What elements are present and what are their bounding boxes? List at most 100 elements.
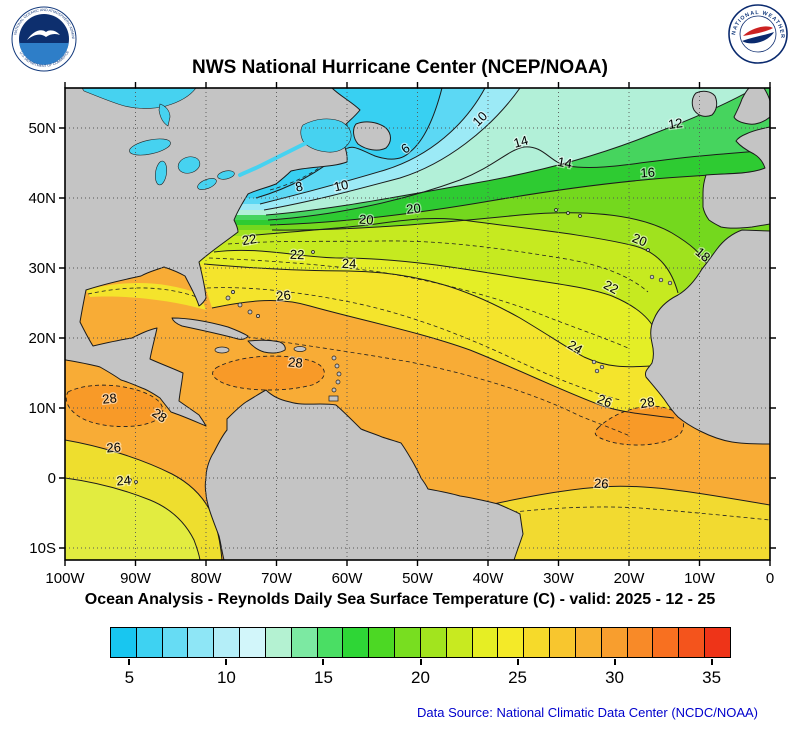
contour-label: 24	[342, 256, 357, 271]
island-bermuda	[311, 250, 315, 254]
land-south-america	[204, 389, 524, 560]
colorbar-tickmark	[710, 659, 713, 665]
colorbar-segment	[343, 628, 370, 657]
map-body: 6 8 10 10 12 14 14 16 18 20 20 20 22 22 …	[65, 88, 770, 560]
island-antilles	[331, 355, 337, 361]
colorbar-segment	[162, 628, 189, 657]
noaa-seal-icon: NATIONAL OCEANIC AND ATMOSPHERIC ADMINIS…	[11, 6, 77, 72]
isotherm-line-12	[265, 88, 756, 216]
island-antilles	[331, 387, 337, 393]
island-canaries	[658, 277, 664, 283]
lon-axis: 100W 90W 80W 70W 60W 50W 40W 30W 20W 10W…	[45, 570, 774, 587]
colorbar-segment	[446, 628, 473, 657]
lon-label: 90W	[120, 570, 152, 587]
island-bahamas	[247, 309, 253, 315]
colorbar	[110, 627, 731, 658]
lon-label: 60W	[332, 570, 364, 587]
isotherm-line-dashed	[211, 331, 631, 437]
lat-label: 30N	[28, 260, 56, 277]
colorbar-segment	[291, 628, 318, 657]
isotherm-line-26	[211, 300, 675, 419]
isotherm-28-region	[212, 355, 325, 391]
colorbar-tickmark	[128, 659, 131, 665]
contour-label: 14	[556, 154, 573, 171]
colorbar-segment	[136, 628, 163, 657]
isotherm-line-dashed	[227, 240, 649, 293]
lake-superior	[129, 138, 171, 156]
island-canaries	[667, 280, 673, 286]
isotherm-line-14	[267, 146, 770, 221]
noaa-logo: NATIONAL OCEANIC AND ATMOSPHERIC ADMINIS…	[10, 5, 78, 78]
lake-huron	[177, 156, 201, 174]
analysis-subtitle: Ocean Analysis - Reynolds Daily Sea Surf…	[84, 591, 716, 608]
colorbar-segment	[420, 628, 447, 657]
nws-blue-swoosh-icon	[742, 32, 774, 44]
lon-label: 10W	[684, 570, 716, 587]
colorbar-tick-label: 20	[411, 668, 430, 687]
hudson-bay	[81, 88, 197, 109]
contour-label: 16	[640, 165, 655, 181]
inland-waters	[81, 88, 352, 190]
lon-label: 0	[766, 570, 774, 587]
contour-label: 24	[116, 473, 131, 489]
nws-red-swoosh-icon	[743, 26, 773, 36]
contour-label: 28	[287, 354, 303, 370]
island-madeira	[646, 248, 650, 252]
island-cape-verde	[599, 364, 605, 370]
contour-label: 22	[290, 247, 305, 262]
island-bahamas	[231, 290, 235, 294]
noaa-seal-sea	[19, 43, 69, 65]
contour-labels: 6 8 10 10 12 14 14 16 18 20 20 20 22 22 …	[100, 107, 714, 493]
lon-label: 80W	[191, 570, 223, 587]
isotherm-line-dashed	[87, 287, 206, 301]
colorbar-ticks: 5 10 15 20 25 30 35	[110, 659, 731, 693]
isotherm-line-6	[255, 88, 443, 199]
nws-seal-icon: NATIONAL WEATHER SERVICE	[728, 4, 788, 64]
island-canaries	[649, 274, 655, 280]
island-trinidad	[328, 395, 339, 402]
colorbar-segment	[369, 628, 396, 657]
page-title: NWS National Hurricane Center (NCEP/NOAA…	[192, 57, 608, 78]
lon-label: 40W	[473, 570, 505, 587]
land-europe-iberia-france	[702, 126, 770, 229]
lon-label: 100W	[45, 570, 85, 587]
island-antilles	[336, 371, 342, 377]
lon-label: 70W	[261, 570, 293, 587]
island-puerto-rico	[293, 346, 307, 352]
island-bahamas	[225, 295, 231, 301]
contour-label: 20	[359, 212, 374, 228]
lon-label: 50W	[402, 570, 434, 587]
contour-label: 26	[276, 287, 292, 303]
colorbar-tick-label: 15	[314, 668, 333, 687]
isotherm-line-10	[263, 88, 521, 211]
colorbar-segment	[524, 628, 551, 657]
colorbar-tick-label: 30	[605, 668, 625, 687]
contour-label: 22	[241, 231, 258, 248]
lat-label: 40N	[28, 190, 56, 207]
contour-label: 26	[595, 391, 614, 410]
contour-label: 20	[630, 230, 649, 249]
isotherm-28-region	[594, 405, 684, 446]
lon-label: 20W	[614, 570, 646, 587]
contour-label: 12	[667, 115, 683, 132]
colorbar-tickmark	[613, 659, 616, 665]
island-azores	[578, 214, 582, 218]
colorbar-segment	[705, 628, 730, 657]
land-ireland	[691, 90, 718, 117]
colorbar-segment	[188, 628, 215, 657]
island-jamaica	[214, 346, 230, 354]
island-cape-verde	[591, 359, 597, 365]
lat-label: 20N	[28, 330, 56, 347]
colorbar-tickmark	[322, 659, 325, 665]
island-azores	[554, 208, 558, 212]
isotherm-28-region	[65, 384, 164, 428]
colorbar-segment	[317, 628, 344, 657]
isotherm-line-dashed	[208, 257, 629, 349]
st-lawrence-river	[238, 141, 308, 177]
contour-label: 28	[639, 394, 656, 411]
warm-pool-blobs	[65, 355, 684, 446]
island-galapagos	[128, 478, 132, 482]
isotherm-line-20	[243, 217, 679, 294]
colorbar-tick-label: 25	[508, 668, 527, 687]
island-bahamas	[237, 302, 243, 308]
